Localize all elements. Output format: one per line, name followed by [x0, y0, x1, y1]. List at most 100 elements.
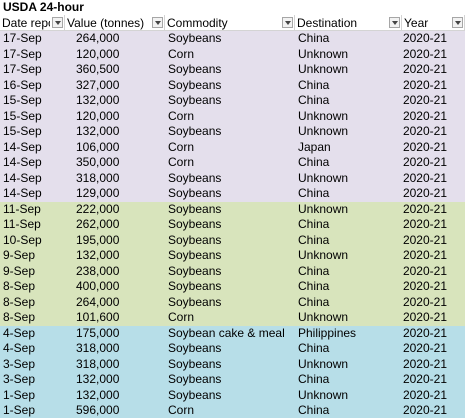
table-row: 3-Sep 318,000 Soybeans Unknown 2020-21 [0, 356, 465, 372]
date-cell: 3-Sep [3, 356, 36, 371]
value-cell: 596,000 [76, 403, 120, 417]
date-cell: 4-Sep [3, 341, 36, 355]
destination-cell: Unknown [298, 356, 349, 371]
column-header-text: Date reported [2, 16, 50, 30]
year-cell: 2020-21 [402, 217, 447, 231]
destination-cell: Unknown [298, 170, 349, 185]
year-cell: 2020-21 [402, 186, 447, 200]
destination-cell: China [298, 31, 330, 45]
value-cell: 132,000 [76, 387, 120, 402]
year-cell: 2020-21 [402, 263, 447, 278]
value-cell: 350,000 [76, 155, 120, 169]
destination-cell: China [298, 77, 330, 92]
filter-button[interactable] [152, 17, 163, 28]
date-cell: 8-Sep [3, 279, 36, 293]
value-cell: 175,000 [76, 325, 120, 340]
value-cell: 318,000 [76, 170, 120, 185]
value-cell: 132,000 [76, 124, 120, 138]
year-cell: 2020-21 [402, 341, 447, 355]
table-row: 9-Sep 238,000 Soybeans China 2020-21 [0, 263, 465, 279]
destination-cell: Japan [298, 139, 331, 154]
destination-cell: China [298, 93, 330, 107]
year-cell: 2020-21 [402, 279, 447, 293]
destination-cell: China [298, 341, 330, 355]
year-cell: 2020-21 [402, 77, 447, 92]
date-cell: 9-Sep [3, 263, 36, 278]
value-cell: 195,000 [76, 232, 120, 247]
destination-cell: China [298, 294, 330, 309]
date-cell: 8-Sep [3, 310, 36, 324]
table-row: 14-Sep 106,000 Corn Japan 2020-21 [0, 139, 465, 155]
value-cell: 101,600 [76, 310, 120, 324]
date-cell: 10-Sep [3, 232, 42, 247]
destination-cell: Philippines [298, 325, 357, 340]
year-cell: 2020-21 [402, 62, 447, 76]
column-header-text: Year [404, 16, 429, 30]
date-cell: 8-Sep [3, 294, 36, 309]
table-row: 8-Sep 264,000 Soybeans China 2020-21 [0, 294, 465, 310]
value-cell: 264,000 [76, 294, 120, 309]
value-cell: 327,000 [76, 77, 120, 92]
year-cell: 2020-21 [402, 232, 447, 247]
filter-button[interactable] [52, 17, 63, 28]
commodity-cell: Soybeans [168, 62, 222, 76]
filter-button[interactable] [282, 17, 293, 28]
year-cell: 2020-21 [402, 139, 447, 154]
table-row: 16-Sep 327,000 Soybeans China 2020-21 [0, 77, 465, 93]
value-cell: 264,000 [76, 31, 120, 45]
commodity-cell: Corn [168, 403, 195, 417]
year-cell: 2020-21 [402, 356, 447, 371]
value-cell: 120,000 [76, 108, 120, 123]
table-row: 17-Sep 264,000 Soybeans China 2020-21 [0, 31, 465, 47]
table-row: 4-Sep 318,000 Soybeans China 2020-21 [0, 341, 465, 357]
table-row: 15-Sep 132,000 Soybeans China 2020-21 [0, 93, 465, 109]
date-cell: 14-Sep [3, 139, 42, 154]
value-cell: 222,000 [76, 201, 120, 216]
commodity-cell: Soybean cake & meal [168, 325, 285, 340]
year-cell: 2020-21 [402, 170, 447, 185]
destination-cell: China [298, 263, 330, 278]
commodity-cell: Soybeans [168, 372, 222, 386]
filter-button[interactable] [389, 17, 400, 28]
commodity-cell: Soybeans [168, 217, 222, 231]
table-row: 9-Sep 132,000 Soybeans Unknown 2020-21 [0, 248, 465, 264]
table-row: 3-Sep 132,000 Soybeans China 2020-21 [0, 372, 465, 388]
destination-cell: Unknown [298, 62, 349, 76]
date-cell: 17-Sep [3, 62, 42, 76]
commodity-cell: Soybeans [168, 31, 222, 45]
table-row: 1-Sep 596,000 Corn China 2020-21 [0, 403, 465, 418]
date-cell: 14-Sep [3, 186, 42, 200]
column-header-text: Commodity [167, 16, 228, 30]
commodity-cell: Soybeans [168, 341, 222, 355]
year-cell: 2020-21 [402, 387, 447, 402]
value-cell: 132,000 [76, 93, 120, 107]
table-row: 8-Sep 400,000 Soybeans China 2020-21 [0, 279, 465, 295]
value-cell: 132,000 [76, 372, 120, 386]
year-cell: 2020-21 [402, 310, 447, 324]
commodity-cell: Corn [168, 108, 195, 123]
filter-button[interactable] [452, 17, 463, 28]
year-cell: 2020-21 [402, 248, 447, 262]
destination-cell: China [298, 232, 330, 247]
column-header: Date reported [0, 15, 65, 31]
destination-cell: China [298, 279, 330, 293]
value-cell: 318,000 [76, 356, 120, 371]
commodity-cell: Corn [168, 46, 195, 61]
value-cell: 262,000 [76, 217, 120, 231]
year-cell: 2020-21 [402, 155, 447, 169]
destination-cell: Unknown [298, 387, 349, 402]
date-cell: 3-Sep [3, 372, 36, 386]
commodity-cell: Soybeans [168, 248, 222, 262]
column-header-text: Value (tonnes) [67, 16, 145, 30]
column-header: Commodity [165, 15, 295, 31]
date-cell: 14-Sep [3, 155, 42, 169]
date-cell: 15-Sep [3, 108, 42, 123]
date-cell: 1-Sep [3, 403, 36, 417]
commodity-cell: Soybeans [168, 186, 222, 200]
date-cell: 11-Sep [3, 217, 41, 231]
value-cell: 238,000 [76, 263, 120, 278]
column-header-text: Destination [297, 16, 358, 30]
table-row: 10-Sep 195,000 Soybeans China 2020-21 [0, 232, 465, 248]
year-cell: 2020-21 [402, 124, 447, 138]
year-cell: 2020-21 [402, 46, 447, 61]
